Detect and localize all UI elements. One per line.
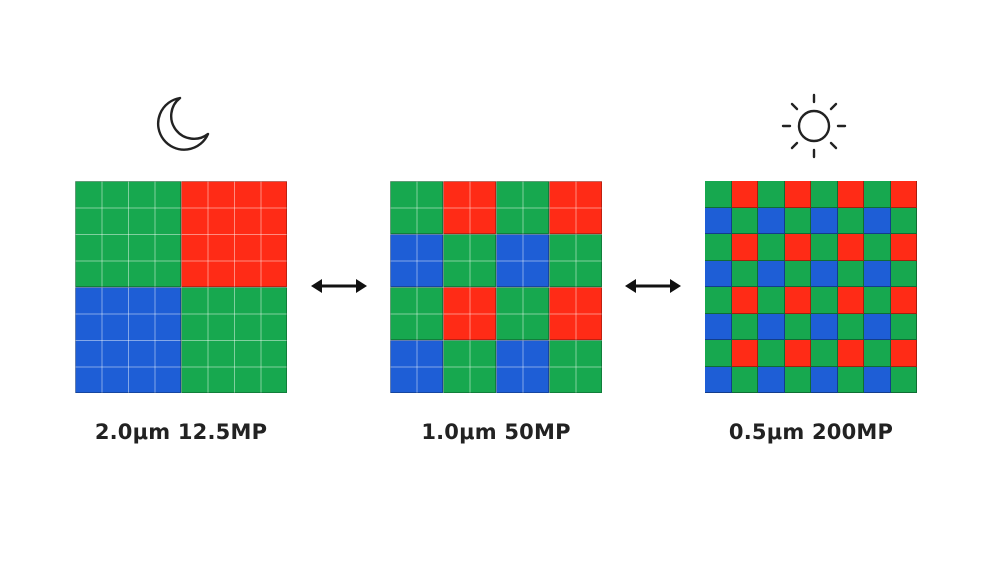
pixel-cell-green (758, 287, 785, 314)
pixel-cell-green (784, 207, 811, 234)
pixel-cell-red (731, 287, 758, 314)
pixel-cell-red (731, 234, 758, 261)
caption-2um: 2.0μm 12.5MP (94, 420, 268, 444)
pixel-cell-red (890, 181, 917, 208)
pixel-cell-blue (811, 260, 838, 287)
pixel-cell-red (837, 287, 864, 314)
pixel-cell-green (864, 340, 891, 367)
pixel-cell-green (705, 234, 732, 261)
pixel-cell-green (864, 287, 891, 314)
pixel-cell-red (837, 181, 864, 208)
pixel-cell-green (496, 287, 549, 340)
pixel-cell-green (837, 366, 864, 393)
pixel-cell-red (181, 181, 287, 287)
pixel-cell-green (549, 234, 602, 287)
pixel-grid-2um (75, 181, 287, 393)
pixel-cell-blue (864, 313, 891, 340)
pixel-cell-green (837, 313, 864, 340)
pixel-cell-blue (864, 207, 891, 234)
pixel-cell-blue (758, 313, 785, 340)
pixel-cell-red (890, 340, 917, 367)
pixel-cell-green (731, 207, 758, 234)
pixel-cell-blue (496, 234, 549, 287)
caption-1um: 1.0μm 50MP (421, 420, 571, 444)
pixel-cell-blue (864, 260, 891, 287)
pixel-cell-blue (390, 234, 443, 287)
moon-icon (156, 96, 210, 151)
pixel-cell-blue (758, 207, 785, 234)
pixel-cell-green (731, 313, 758, 340)
pixel-cell-green (890, 366, 917, 393)
pixel-cell-green (731, 260, 758, 287)
pixel-cell-green (731, 366, 758, 393)
pixel-cell-green (811, 287, 838, 314)
pixel-cell-red (549, 287, 602, 340)
pixel-cell-blue (811, 207, 838, 234)
pixel-cell-green (890, 207, 917, 234)
pixel-cell-green (837, 207, 864, 234)
pixel-cell-green (496, 181, 549, 234)
pixel-cell-green (890, 260, 917, 287)
pixel-cell-green (784, 260, 811, 287)
pixel-cell-red (784, 234, 811, 261)
pixel-cell-blue (705, 366, 732, 393)
pixel-cell-green (705, 287, 732, 314)
pixel-cell-green (758, 234, 785, 261)
pixel-grid-1um (390, 181, 602, 393)
pixel-cell-red (443, 287, 496, 340)
pixel-cell-green (443, 340, 496, 393)
pixel-cell-red (890, 287, 917, 314)
pixel-cell-green (758, 181, 785, 208)
pixel-cell-blue (705, 207, 732, 234)
pixel-cell-blue (758, 366, 785, 393)
pixel-cell-blue (811, 313, 838, 340)
pixel-cell-green (811, 181, 838, 208)
pixel-cell-green (75, 181, 181, 287)
pixel-cell-red (549, 181, 602, 234)
pixel-cell-green (549, 340, 602, 393)
pixel-cell-green (837, 260, 864, 287)
pixel-cell-red (784, 340, 811, 367)
pixel-cell-green (864, 234, 891, 261)
pixel-cell-green (705, 181, 732, 208)
pixel-cell-red (731, 340, 758, 367)
pixel-cell-green (864, 181, 891, 208)
pixel-cell-green (784, 313, 811, 340)
pixel-cell-green (181, 287, 287, 393)
pixel-grid-05um (705, 181, 917, 393)
pixel-cell-red (837, 234, 864, 261)
pixel-cell-blue (75, 287, 181, 393)
pixel-cell-blue (864, 366, 891, 393)
pixel-cell-green (443, 234, 496, 287)
pixel-cell-green (390, 287, 443, 340)
pixel-cell-green (784, 366, 811, 393)
pixel-cell-green (758, 340, 785, 367)
pixel-cell-blue (496, 340, 549, 393)
pixel-cell-red (784, 287, 811, 314)
sun-icon (781, 93, 847, 159)
pixel-cell-red (837, 340, 864, 367)
pixel-cell-blue (758, 260, 785, 287)
double-arrow-icon (311, 279, 367, 293)
pixel-cell-green (890, 313, 917, 340)
pixel-cell-blue (705, 260, 732, 287)
pixel-cell-blue (705, 313, 732, 340)
double-arrow-icon (625, 279, 681, 293)
pixel-cell-red (443, 181, 496, 234)
pixel-cell-red (890, 234, 917, 261)
pixel-cell-green (390, 181, 443, 234)
caption-05um: 0.5μm 200MP (728, 420, 894, 444)
pixel-cell-green (811, 234, 838, 261)
pixel-cell-red (784, 181, 811, 208)
pixel-cell-red (731, 181, 758, 208)
pixel-cell-blue (390, 340, 443, 393)
pixel-cell-green (705, 340, 732, 367)
pixel-cell-blue (811, 366, 838, 393)
pixel-cell-green (811, 340, 838, 367)
